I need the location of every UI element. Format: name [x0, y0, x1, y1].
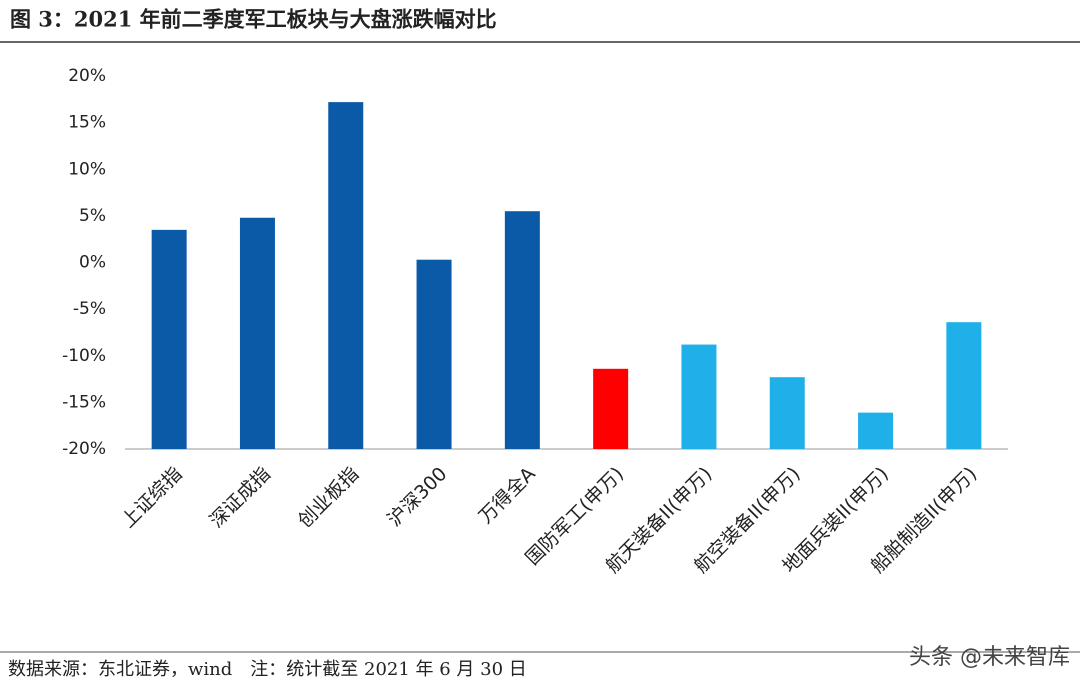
y-tick-label: -10%: [62, 346, 106, 366]
x-tick-label: 创业板指: [294, 463, 363, 532]
bar: [328, 102, 364, 450]
x-tick-label: 万得全A: [475, 463, 540, 528]
x-tick-label: 沪深300: [383, 463, 451, 531]
y-tick-label: 0%: [79, 253, 106, 273]
bar: [858, 412, 894, 449]
bar: [946, 322, 982, 449]
bar: [416, 259, 452, 449]
y-tick-label: 5%: [79, 206, 106, 226]
watermark: 头条 @未来智库: [909, 645, 1070, 670]
x-tick-label: 深证成指: [206, 463, 275, 532]
bar: [769, 377, 805, 449]
bar: [151, 229, 187, 449]
y-tick-label: 20%: [68, 66, 106, 86]
bar: [239, 217, 275, 449]
y-tick-label: -5%: [73, 299, 106, 319]
y-tick-label: 15%: [68, 113, 106, 133]
y-tick-label: -15%: [62, 392, 106, 412]
bar: [681, 344, 717, 449]
bar: [593, 368, 629, 449]
chart-title: 图 3：2021 年前二季度军工板块与大盘涨跌幅对比: [10, 7, 497, 32]
y-tick-label: -20%: [62, 439, 106, 459]
y-tick-label: 10%: [68, 159, 106, 179]
x-tick-label: 上证综指: [117, 463, 186, 532]
bar: [504, 211, 540, 449]
source-note: 数据来源：东北证券，wind 注：统计截至 2021 年 6 月 30 日: [8, 659, 527, 680]
